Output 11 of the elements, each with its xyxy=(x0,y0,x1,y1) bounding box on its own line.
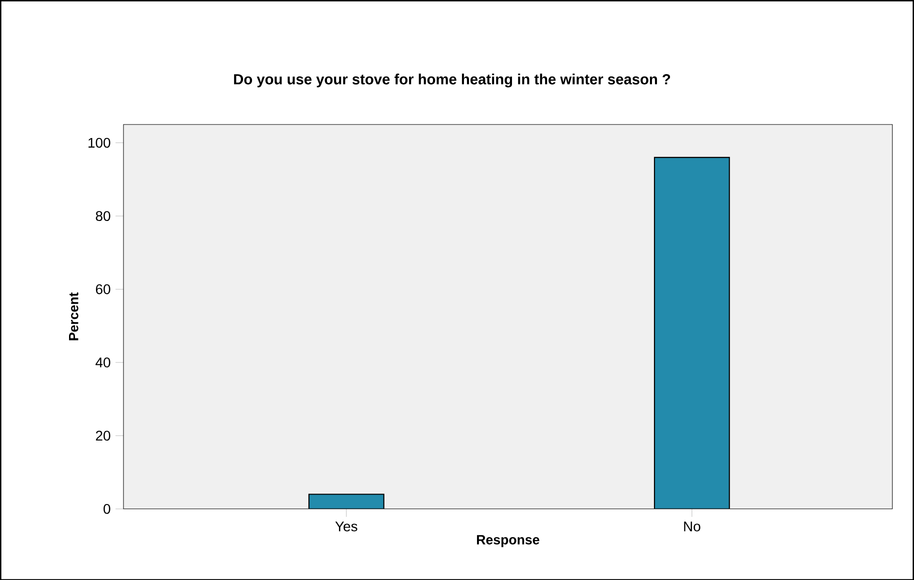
y-tick-label: 100 xyxy=(88,138,110,148)
x-axis-title: Response xyxy=(477,534,540,547)
chart-title: Do you use your stove for home heating in the winter season ? xyxy=(234,73,670,88)
y-tick-label: 20 xyxy=(96,430,110,440)
x-tick-label: Yes xyxy=(335,521,358,532)
y-tick-label: 40 xyxy=(96,357,110,368)
y-axis-title: Percent xyxy=(69,292,78,340)
y-tick-label: 0 xyxy=(104,504,110,514)
x-tick-label: No xyxy=(684,521,700,532)
y-tick-label: 60 xyxy=(96,284,110,294)
y-tick-label: 80 xyxy=(96,210,110,221)
